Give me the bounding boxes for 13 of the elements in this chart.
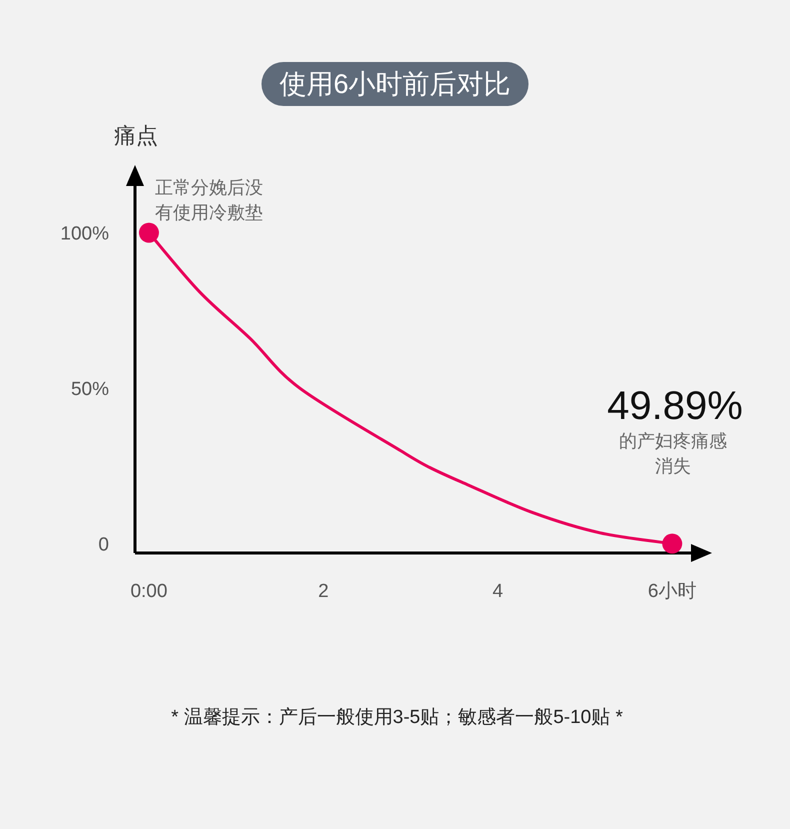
text: * 温馨提示：产后一般使用3-5贴；敏感者一般5-10贴 * — [171, 707, 624, 728]
x-tick-label: 6小时 — [648, 581, 696, 602]
annotation: 49.89% — [607, 384, 743, 428]
y-tick-label: 50% — [70, 379, 110, 400]
x-tick-label: 2 — [318, 581, 329, 602]
y-tick-label: 100% — [60, 224, 110, 245]
x-tick-label: 0:00 — [130, 581, 168, 602]
annotation: 正常分娩后没有使用冷敷垫 — [154, 178, 263, 223]
x-tick-label: 4 — [492, 581, 504, 602]
y-tick-label: 0 — [98, 534, 109, 556]
chart-title: 使用6小时前后对比 — [279, 69, 511, 99]
y-axis-title: 痛点 — [114, 123, 158, 148]
annotation: 的产妇疼痛感消失 — [619, 431, 727, 476]
